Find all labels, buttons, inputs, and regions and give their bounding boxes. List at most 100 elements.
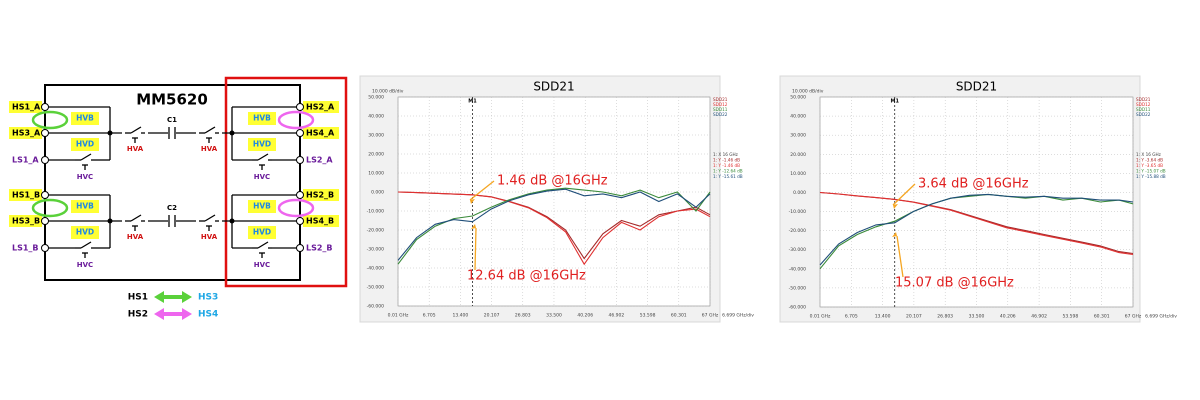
y-tick-label: -60.000 <box>367 304 385 310</box>
y-tick-label: -10.000 <box>367 209 385 215</box>
hvd-label: HVD <box>76 228 94 237</box>
x-tick-label: 0.01 GHz <box>810 314 831 320</box>
y-tick-label: 30.000 <box>790 133 806 139</box>
hvb-label: HVB <box>76 114 94 123</box>
switch <box>130 214 142 222</box>
chip-title: MM5620 <box>136 91 208 109</box>
legend-label: SDD21 <box>1136 97 1151 102</box>
x-tick-label: 20.107 <box>906 314 922 320</box>
hvd-box <box>71 226 99 239</box>
annotation-arrow <box>892 183 916 206</box>
pin-label: HS2_A <box>306 103 335 112</box>
hvc-label: HVC <box>77 261 93 269</box>
node <box>107 218 113 224</box>
annotation-arrowhead <box>892 232 897 237</box>
pin-label: HS2_B <box>306 191 334 200</box>
legend-arrowhead <box>182 291 192 303</box>
pin-highlight <box>303 215 339 227</box>
y-tick-label: -40.000 <box>367 266 385 272</box>
y-tick-label: -60.000 <box>789 305 807 311</box>
legend-label: SDD11 <box>713 107 728 112</box>
x-tick-label: 40.206 <box>1000 314 1016 320</box>
legend-arrowhead <box>182 308 192 320</box>
y-tick-label: -40.000 <box>789 266 807 272</box>
hvb-label: HVB <box>253 202 271 211</box>
node <box>229 130 235 136</box>
pin <box>296 103 304 111</box>
x-tick-label: 20.107 <box>484 313 500 319</box>
capacitor-label: C2 <box>167 204 177 212</box>
pin-highlight <box>9 215 42 227</box>
series-line <box>397 191 711 266</box>
hvc-label: HVC <box>77 173 93 181</box>
marker-label: M1 <box>890 99 899 105</box>
chart: SDD21 10.000 dB/div 6.699 GHz/div 50.000 40.… <box>359 75 754 323</box>
y-tick-label: -10.000 <box>789 209 807 215</box>
pin-highlight <box>303 101 339 113</box>
switch <box>257 241 269 249</box>
pin-label: LS2_B <box>306 244 333 253</box>
pin <box>41 244 49 252</box>
y-tick-label: -50.000 <box>789 285 807 291</box>
hvd-label: HVD <box>253 228 271 237</box>
hvb-label: HVB <box>253 114 271 123</box>
y-tick-label: 20.000 <box>368 152 384 158</box>
switch <box>80 241 92 249</box>
hvd-label: HVD <box>76 140 94 149</box>
pin-label: HS1_A <box>12 103 41 112</box>
annotation: 15.07 dB @16GHz <box>895 276 1014 291</box>
pin-label: HS3_A <box>12 129 41 138</box>
swap-arrow <box>277 110 315 130</box>
legend-arrowhead <box>154 291 164 303</box>
pin <box>296 129 304 137</box>
hva-label: HVA <box>127 145 144 153</box>
hvd-box <box>71 138 99 151</box>
annotation-arrowhead <box>471 224 476 229</box>
x-tick-label: 67 GHz <box>1125 314 1142 320</box>
y-tick-label: 30.000 <box>368 133 384 139</box>
hvb-box <box>71 112 99 125</box>
hvd-label: HVD <box>253 140 271 149</box>
legend-label: SDD12 <box>713 102 728 107</box>
pin-highlight <box>9 189 42 201</box>
marker-readout: 1: Y -3.65 dB <box>1136 163 1163 168</box>
marker-readout: 1: X 16 GHz <box>713 152 739 157</box>
pin <box>41 129 49 137</box>
pin-highlight <box>303 189 339 201</box>
y-tick-label: 10.000 <box>790 171 806 177</box>
x-tick-label: 0.01 GHz <box>388 313 409 319</box>
hvd-box <box>248 226 276 239</box>
y-tick-label: 50.000 <box>790 95 806 101</box>
pin <box>296 156 304 164</box>
pin-label: HS3_B <box>12 217 40 226</box>
marker-readout: 1: Y -1.46 dB <box>713 163 740 168</box>
y-tick-label: -20.000 <box>789 228 807 234</box>
y-tick-label: 10.000 <box>368 171 384 177</box>
chart: SDD21 10.000 dB/div 6.699 GHz/div 50.000 40.… <box>779 75 1177 323</box>
x-tick-label: 33.500 <box>546 313 562 319</box>
pin <box>296 244 304 252</box>
hvb-box <box>248 112 276 125</box>
x-tick-label: 67 GHz <box>702 313 719 319</box>
hvc-label: HVC <box>254 261 270 269</box>
switch <box>130 126 142 134</box>
switch <box>80 153 92 161</box>
capacitor-label: C1 <box>167 116 177 124</box>
hvb-box <box>248 200 276 213</box>
y-scale-label: 10.000 dB/div <box>792 89 824 95</box>
hva-label: HVA <box>201 233 218 241</box>
hva-label: HVA <box>127 233 144 241</box>
x-tick-label: 6.705 <box>423 313 436 319</box>
y-tick-label: 20.000 <box>790 152 806 158</box>
y-tick-label: -20.000 <box>367 228 385 234</box>
pin-label: LS1_A <box>12 156 39 165</box>
annotation-arrowhead <box>470 199 475 204</box>
legend-from: HS1 <box>128 293 148 303</box>
x-tick-label: 60.301 <box>1094 314 1110 320</box>
legend-from: HS2 <box>128 310 148 320</box>
legend-arrowhead <box>154 308 164 320</box>
annotation: 12.64 dB @16GHz <box>467 269 586 284</box>
y-tick-label: 0.000 <box>371 190 384 196</box>
series-line <box>819 193 1134 266</box>
